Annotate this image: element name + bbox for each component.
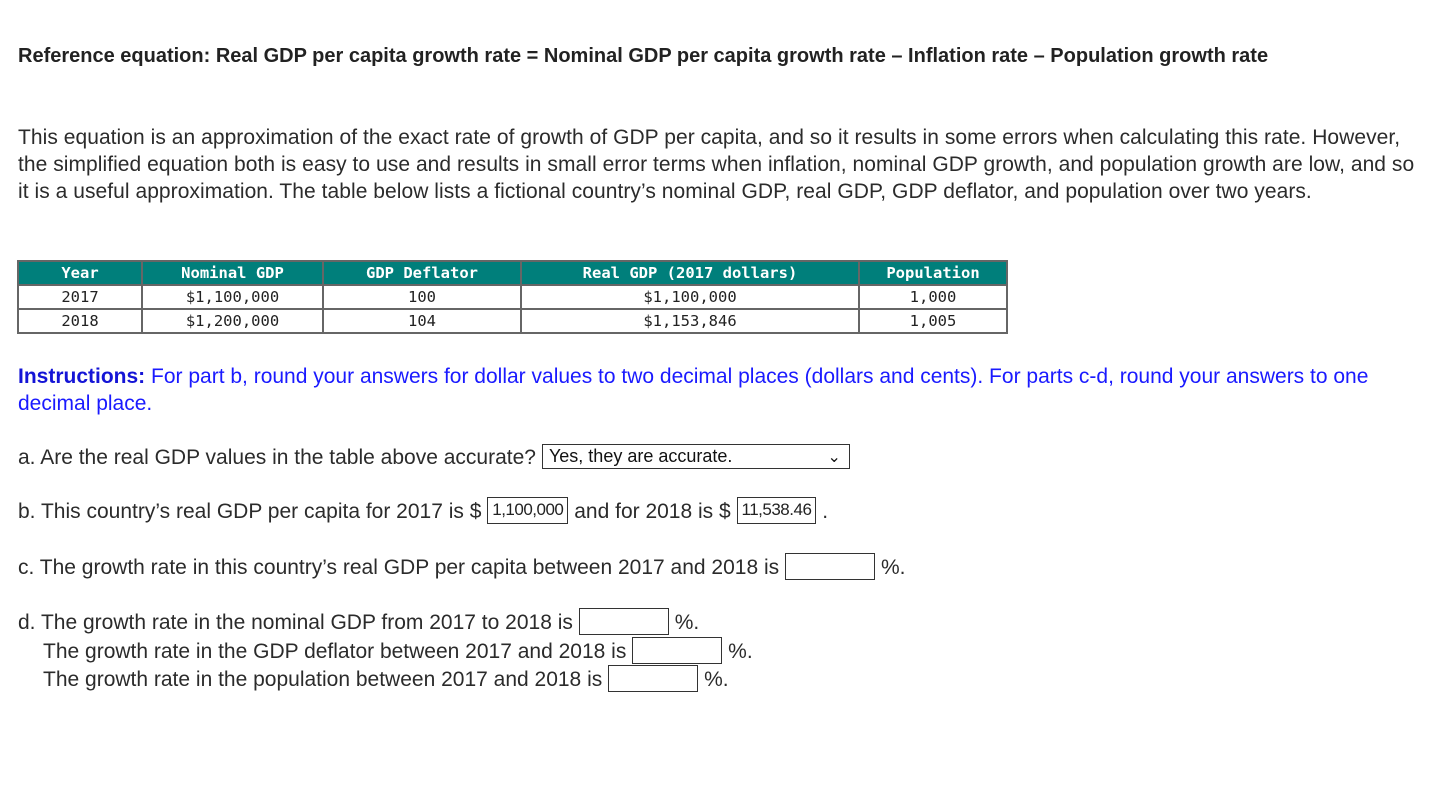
question-d-line3-prompt: The growth rate in the population betwee… [43,668,603,691]
cell-real-gdp: $1,100,000 [520,284,860,310]
real-gdp-per-capita-2018-input[interactable]: 11,538.46 [736,496,817,524]
intro-paragraph: This equation is an approximation of the… [18,126,1415,203]
gdp-deflator-growth-input[interactable] [632,636,723,664]
cell-population: 1,000 [858,284,1008,310]
percent-unit: %. [728,640,753,663]
population-growth-input[interactable] [608,664,699,692]
real-gdp-per-capita-2017-input[interactable]: 1,100,000 [487,496,569,524]
col-header-real-gdp: Real GDP (2017 dollars) [520,260,860,286]
instructions-text: For part b, round your answers for dolla… [18,365,1369,415]
gdp-table: Year Nominal GDP GDP Deflator Real GDP (… [17,260,1008,334]
question-d-line1: d. The growth rate in the nominal GDP fr… [18,607,700,636]
percent-unit: %. [880,556,906,579]
nominal-gdp-growth-input[interactable] [578,607,669,635]
table-row: 2018 $1,200,000 104 $1,153,846 1,005 [17,308,1008,334]
question-d-line2: The growth rate in the GDP deflator betw… [43,636,753,665]
percent-unit: %. [704,668,729,691]
col-header-year: Year [17,260,143,286]
question-b-prompt-mid: and for 2018 is $ [574,500,731,523]
question-a: a. Are the real GDP values in the table … [18,443,850,471]
col-header-nominal-gdp: Nominal GDP [141,260,324,286]
reference-equation: Reference equation: Real GDP per capita … [18,45,1269,67]
question-d-line1-prompt: d. The growth rate in the nominal GDP fr… [18,611,573,634]
percent-unit: %. [674,611,700,634]
col-header-population: Population [858,260,1008,286]
table-header-row: Year Nominal GDP GDP Deflator Real GDP (… [17,260,1008,286]
cell-year: 2018 [17,308,143,334]
question-b-prompt-start: b. This country’s real GDP per capita fo… [18,500,482,523]
question-b: b. This country’s real GDP per capita fo… [18,496,829,525]
cell-nominal-gdp: $1,200,000 [141,308,324,334]
question-a-prompt: a. Are the real GDP values in the table … [18,446,536,469]
question-b-prompt-end: . [822,500,829,523]
real-gdp-per-capita-growth-input[interactable] [784,552,875,580]
question-d-line3: The growth rate in the population betwee… [43,664,729,693]
question-c: c. The growth rate in this country’s rea… [18,552,906,581]
cell-gdp-deflator: 100 [322,284,522,310]
col-header-gdp-deflator: GDP Deflator [322,260,522,286]
cell-gdp-deflator: 104 [322,308,522,334]
cell-year: 2017 [17,284,143,310]
cell-real-gdp: $1,153,846 [520,308,860,334]
instructions: Instructions: For part b, round your ans… [18,363,1418,417]
instructions-label: Instructions: [18,365,146,388]
table-row: 2017 $1,100,000 100 $1,100,000 1,000 [17,284,1008,310]
cell-nominal-gdp: $1,100,000 [141,284,324,310]
question-c-prompt: c. The growth rate in this country’s rea… [18,556,780,579]
accuracy-select-value: Yes, they are accurate. [548,445,733,466]
question-d-line2-prompt: The growth rate in the GDP deflator betw… [43,640,627,663]
chevron-down-icon: ⌄ [827,448,841,466]
cell-population: 1,005 [858,308,1008,334]
accuracy-select[interactable]: Yes, they are accurate. ⌄ [541,443,850,469]
